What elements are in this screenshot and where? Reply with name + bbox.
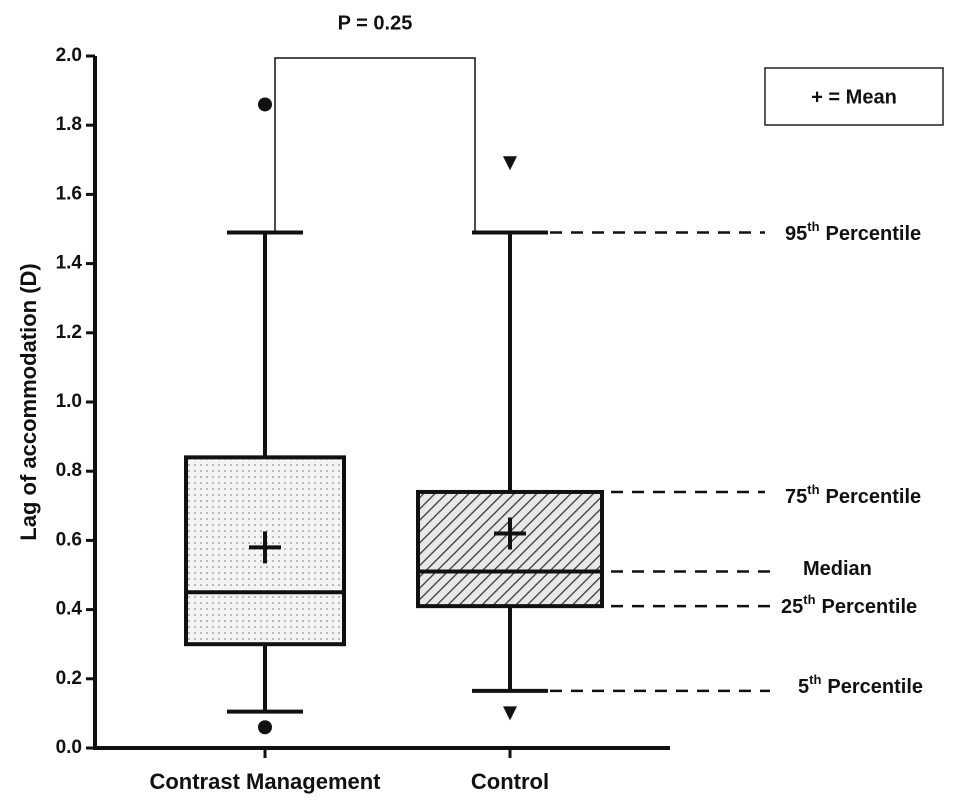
y-tick-label: 2.0	[56, 45, 82, 66]
mean-marker	[249, 531, 281, 564]
key-label: 95th Percentile	[785, 219, 921, 245]
key-sup: th	[807, 219, 819, 234]
y-axis-label: Lag of accommodation (D)	[16, 263, 41, 540]
key-text: Percentile	[826, 486, 922, 508]
key-num: 5	[798, 676, 809, 698]
key-label: 5th Percentile	[798, 672, 923, 698]
key-sup: th	[807, 482, 819, 497]
y-tick-label: 1.0	[56, 391, 82, 412]
x-tick-label: Contrast Management	[149, 769, 381, 794]
outlier	[258, 720, 272, 735]
key-text: Percentile	[827, 676, 923, 698]
key-sup: th	[809, 672, 821, 687]
key-text: Percentile	[826, 223, 922, 245]
key-num: 95	[785, 223, 807, 245]
x-tick-label: Control	[471, 769, 549, 794]
y-tick-label: 1.2	[56, 322, 82, 343]
mean-marker	[494, 517, 526, 550]
key-label: 25th Percentile	[781, 592, 917, 618]
outlier	[503, 156, 517, 171]
y-tick-label: 0.2	[56, 668, 82, 689]
outlier	[258, 97, 272, 112]
y-tick-label: 0.0	[56, 737, 82, 758]
y-tick-label: 1.4	[56, 253, 83, 274]
key-text: Median	[803, 558, 872, 580]
key-text: Percentile	[822, 596, 918, 618]
y-tick-label: 0.6	[56, 529, 82, 550]
p-value: P = 0.25	[338, 12, 413, 34]
y-tick-label: 1.6	[56, 183, 82, 204]
key-num: 75	[785, 486, 807, 508]
legend-box	[764, 67, 944, 126]
key-sup: th	[803, 592, 815, 607]
key-num: 25	[781, 596, 803, 618]
y-tick-label: 0.4	[56, 599, 83, 620]
p-bracket	[274, 57, 476, 233]
key-label: 75th Percentile	[785, 482, 921, 508]
legend-text: + = Mean	[811, 86, 897, 108]
y-tick-label: 0.8	[56, 460, 82, 481]
y-tick-label: 1.8	[56, 114, 82, 135]
key-label: Median	[803, 558, 872, 580]
outlier	[503, 706, 517, 721]
